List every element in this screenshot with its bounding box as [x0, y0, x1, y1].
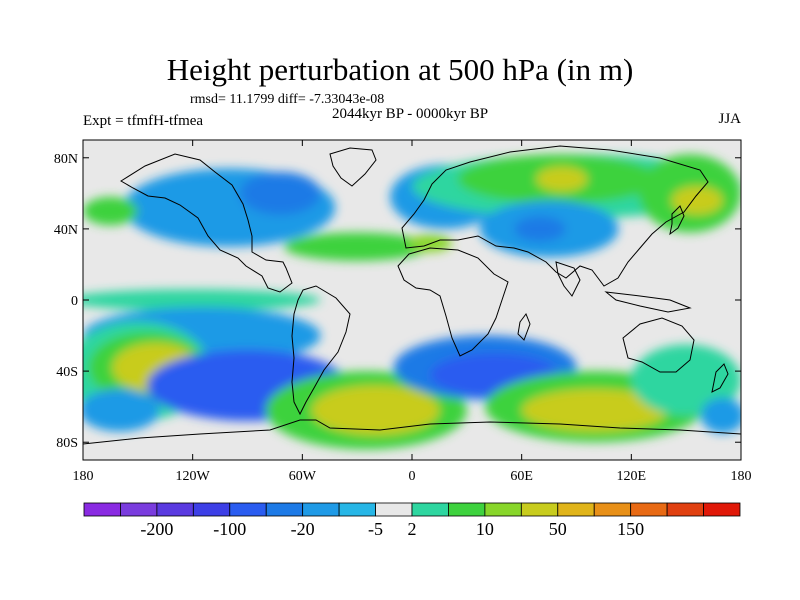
coastline-eurasia: [401, 145, 709, 287]
lat-tick-label: 40N: [54, 223, 78, 238]
anomaly-region-27: [521, 388, 668, 432]
anomaly-region-15: [83, 289, 321, 311]
colorbar-label: -20: [291, 519, 315, 539]
coastlines: [83, 145, 741, 445]
coastline-japan: [669, 205, 685, 236]
anomaly-region-28: [631, 344, 741, 416]
colorbar-swatch: [557, 502, 595, 517]
colorbar-label: 150: [617, 519, 644, 539]
latitude-axis: 80N 40N 0 40S 80S: [54, 152, 741, 451]
colorbar-label: -5: [368, 519, 383, 539]
colorbar-label: 50: [549, 519, 567, 539]
anomaly-region-21: [83, 388, 160, 432]
colorbar-label: 2: [408, 519, 417, 539]
lon-tick-label: 180: [73, 469, 94, 484]
anomaly-region-12: [83, 196, 138, 226]
colorbar-swatch: [630, 502, 668, 517]
colorbar-swatch: [338, 502, 376, 517]
colorbar-swatch: [703, 502, 741, 517]
colorbar-label: 10: [476, 519, 494, 539]
season-label: JJA: [718, 111, 741, 127]
lon-tick-label: 120W: [176, 469, 211, 484]
coastline-australia: [622, 317, 695, 373]
colorbar-swatch: [192, 502, 231, 517]
anomaly-region-9: [671, 186, 723, 215]
colorbar-swatch: [265, 502, 304, 517]
anomaly-region-7: [536, 166, 588, 192]
coastline-africa: [397, 247, 509, 357]
height-field: [83, 140, 741, 460]
coastline-south-america: [291, 285, 351, 416]
lat-tick-label: 80N: [54, 152, 78, 167]
period-label: 2044kyr BP - 0000kyr BP: [331, 106, 489, 122]
colorbar-swatch: [484, 502, 522, 517]
experiment-label: Expt = tfmfH-tfmea: [83, 113, 204, 129]
colorbar-swatch: [83, 502, 121, 517]
lon-tick-label: 180: [731, 469, 752, 484]
colorbar-label: -100: [213, 519, 246, 539]
colorbar-swatch: [411, 502, 449, 517]
colorbar-swatch: [448, 502, 486, 517]
colorbar-swatch: [156, 502, 194, 517]
coastline-greenland: [329, 147, 377, 187]
colorbar-swatch: [375, 502, 413, 517]
colorbar-swatch: [120, 502, 158, 517]
coastline-north-america: [120, 153, 293, 293]
colorbar-swatch: [302, 502, 340, 517]
colorbar-swatch: [229, 502, 267, 517]
stats-text: rmsd= 11.1799 diff= -7.33043e-08: [190, 92, 385, 107]
anomaly-region-11: [514, 216, 566, 242]
anomaly-region-1: [240, 172, 321, 215]
coastline-madagascar: [517, 312, 531, 341]
coastline-india: [555, 261, 581, 297]
coastline-antarctica: [83, 419, 741, 445]
colorbar-swatch: [520, 502, 559, 517]
coastline-maritime-asia: [604, 291, 692, 313]
colorbar-label: -200: [140, 519, 173, 539]
lon-tick-label: 0: [409, 469, 416, 484]
lat-tick-label: 0: [71, 294, 78, 309]
lat-tick-label: 80S: [56, 436, 78, 451]
anomaly-region-14: [408, 234, 453, 252]
longitude-axis: 180 120W 60W 0 60E 120E 180: [73, 140, 752, 484]
lon-tick-label: 60E: [510, 469, 533, 484]
anomaly-region-23: [311, 385, 440, 436]
anomaly-region-13: [284, 232, 431, 261]
coastline-new-zealand: [711, 363, 729, 393]
anomaly-region-29: [700, 397, 741, 434]
lat-tick-label: 40S: [56, 365, 78, 380]
lon-tick-label: 120E: [617, 469, 647, 484]
colorbar-swatch: [666, 502, 704, 517]
lon-tick-label: 60W: [289, 469, 317, 484]
colorbar: -200 -100 -20 -5 2 10 50 150: [83, 502, 741, 539]
map-title: Height perturbation at 500 hPa (in m): [166, 52, 634, 87]
colorbar-swatch: [593, 502, 632, 517]
